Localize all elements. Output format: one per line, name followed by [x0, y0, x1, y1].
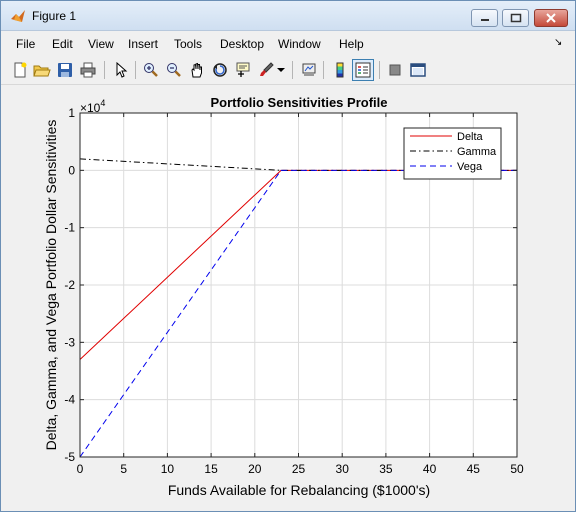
- minimize-button[interactable]: [471, 9, 498, 27]
- zoom-out-button[interactable]: [163, 59, 185, 81]
- chart-title: Portfolio Sensitivities Profile: [211, 95, 388, 110]
- y-axis-label: Delta, Gamma, and Vega Portfolio Dollar …: [43, 120, 59, 451]
- maximize-button[interactable]: [502, 9, 529, 27]
- menu-desktop[interactable]: Desktop: [220, 37, 265, 51]
- dropdown-arrow-icon: [277, 68, 285, 72]
- show-plot-tools-button[interactable]: [407, 59, 429, 81]
- colorbar-icon: [336, 62, 344, 78]
- legend-label-gamma: Gamma: [457, 146, 497, 158]
- legend-label-vega: Vega: [457, 161, 483, 173]
- save-icon: [58, 63, 72, 77]
- zoom-out-icon: [167, 63, 181, 77]
- toolbar-separator: [292, 61, 293, 79]
- y-exponent-power: 4: [100, 98, 105, 108]
- menu-tools[interactable]: Tools: [174, 37, 203, 51]
- show-plot-tools-icon: [410, 63, 426, 77]
- hide-plot-tools-icon: [389, 64, 401, 76]
- legend-label-delta: Delta: [457, 131, 484, 143]
- y-tick-label: -5: [64, 450, 75, 464]
- toolbar-separator: [104, 61, 105, 79]
- x-tick-label: 50: [510, 462, 524, 476]
- matlab-icon: [11, 10, 25, 22]
- x-tick-label: 40: [423, 462, 437, 476]
- series-line-vega[interactable]: [79, 169, 517, 458]
- figure-canvas: 0 5 10 15 20 25 30 35 40 45 50 1 0 -1 -2 -3 -4 -5 Portfol…: [2, 86, 575, 511]
- x-tick-label: 45: [467, 462, 481, 476]
- colorbar-button[interactable]: [329, 59, 351, 81]
- print-icon: [80, 62, 96, 78]
- y-tick-label: 1: [68, 106, 75, 120]
- zoom-in-button[interactable]: [140, 59, 162, 81]
- toolbar-separator: [135, 61, 136, 79]
- y-tick-label: -1: [64, 221, 75, 235]
- y-exponent-multiplier: ×10: [80, 101, 101, 115]
- x-tick-label: 30: [336, 462, 350, 476]
- pan-icon: [191, 62, 202, 78]
- y-tick-label: 0: [68, 163, 75, 177]
- y-tick-label: -4: [64, 393, 75, 407]
- pointer-button[interactable]: [110, 59, 132, 81]
- new-figure-button[interactable]: [9, 59, 31, 81]
- x-tick-label: 0: [77, 462, 84, 476]
- minimize-icon: [480, 19, 489, 21]
- link-plot-icon: [302, 63, 316, 76]
- x-tick-label: 15: [204, 462, 218, 476]
- y-tick-label: -2: [64, 278, 75, 292]
- x-tick-label: 25: [292, 462, 306, 476]
- brush-button[interactable]: [255, 59, 277, 81]
- toolbar: [1, 55, 575, 85]
- title-bar[interactable]: Figure 1: [1, 1, 575, 31]
- zoom-in-icon: [144, 63, 158, 77]
- close-icon: [546, 13, 556, 23]
- new-figure-icon: [14, 62, 27, 78]
- menu-edit[interactable]: Edit: [52, 37, 73, 51]
- legend-icon: [355, 62, 371, 78]
- maximize-icon: [510, 13, 521, 23]
- open-icon: [33, 65, 51, 77]
- data-cursor-button[interactable]: [232, 59, 254, 81]
- menu-help[interactable]: Help: [339, 37, 364, 51]
- legend-button[interactable]: [352, 59, 374, 81]
- data-cursor-icon: [236, 62, 250, 77]
- hide-plot-tools-button[interactable]: [384, 59, 406, 81]
- open-button[interactable]: [31, 59, 53, 81]
- x-axis-label: Funds Available for Rebalancing ($1000's…: [168, 482, 430, 498]
- rotate-button[interactable]: [209, 59, 231, 81]
- window-title: Figure 1: [32, 9, 77, 23]
- toolbar-separator: [323, 61, 324, 79]
- pan-button[interactable]: [186, 59, 208, 81]
- close-button[interactable]: [534, 9, 568, 27]
- brush-dropdown-button[interactable]: [275, 59, 287, 81]
- menu-window[interactable]: Window: [278, 37, 321, 51]
- menu-bar: File Edit View Insert Tools Desktop Wind…: [1, 32, 575, 54]
- print-button[interactable]: [77, 59, 99, 81]
- legend[interactable]: Delta Gamma Vega: [403, 127, 502, 180]
- x-tick-label: 20: [248, 462, 262, 476]
- x-tick-label: 5: [120, 462, 127, 476]
- toolbar-separator: [379, 61, 380, 79]
- pointer-icon: [116, 62, 128, 78]
- menu-file[interactable]: File: [16, 37, 36, 51]
- x-tick-label: 10: [161, 462, 175, 476]
- save-button[interactable]: [54, 59, 76, 81]
- legend-box: [403, 127, 502, 180]
- y-tick-label: -3: [64, 335, 75, 349]
- menu-expand-icon[interactable]: ↘: [554, 37, 563, 48]
- brush-icon: [260, 62, 274, 76]
- y-exponent-base: ×104: [80, 98, 105, 115]
- x-tick-label: 35: [379, 462, 393, 476]
- link-plot-button[interactable]: [298, 59, 320, 81]
- rotate-icon: [213, 63, 227, 77]
- menu-insert[interactable]: Insert: [128, 37, 159, 51]
- menu-view[interactable]: View: [88, 37, 114, 51]
